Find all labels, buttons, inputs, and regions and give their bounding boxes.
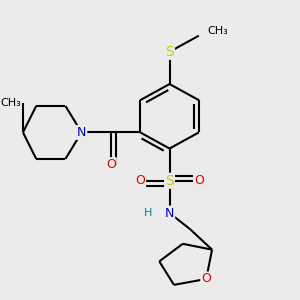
Text: CH₃: CH₃ [208, 26, 228, 36]
Text: O: O [135, 174, 145, 187]
Text: O: O [194, 174, 204, 187]
Text: O: O [106, 158, 116, 171]
Text: S: S [165, 174, 174, 188]
Text: H: H [144, 208, 152, 218]
Text: N: N [165, 206, 174, 220]
Text: O: O [201, 272, 211, 286]
Text: CH₃: CH₃ [0, 98, 21, 108]
Text: N: N [77, 126, 86, 139]
Text: S: S [165, 45, 174, 59]
